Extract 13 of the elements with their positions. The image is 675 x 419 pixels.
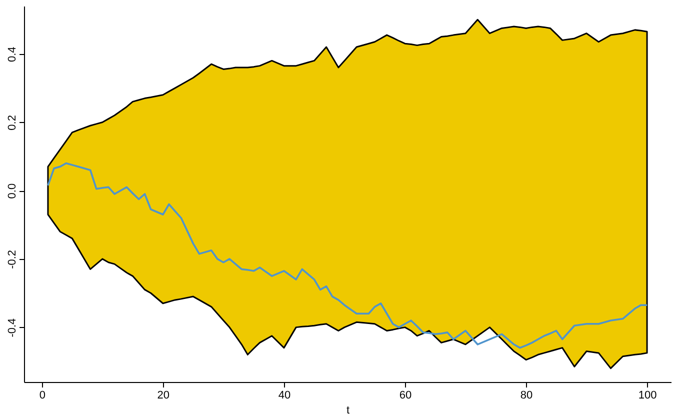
x-axis-title: t [346, 404, 350, 416]
x-tick-label: 40 [278, 390, 291, 402]
y-tick-label: -0.2 [6, 250, 18, 269]
line-series [47, 162, 648, 349]
y-tick-label: -0.4 [6, 318, 18, 338]
x-tick-label: 20 [157, 390, 170, 402]
x-tick-label: 100 [638, 390, 657, 402]
y-tick-label: 0.0 [6, 183, 18, 199]
x-tick-label: 60 [399, 390, 412, 402]
x-tick-label: 0 [39, 390, 46, 402]
y-tick-label: 0.2 [6, 115, 18, 130]
x-tick-label: 80 [520, 390, 533, 402]
y-tick-label: 0.4 [6, 46, 18, 62]
